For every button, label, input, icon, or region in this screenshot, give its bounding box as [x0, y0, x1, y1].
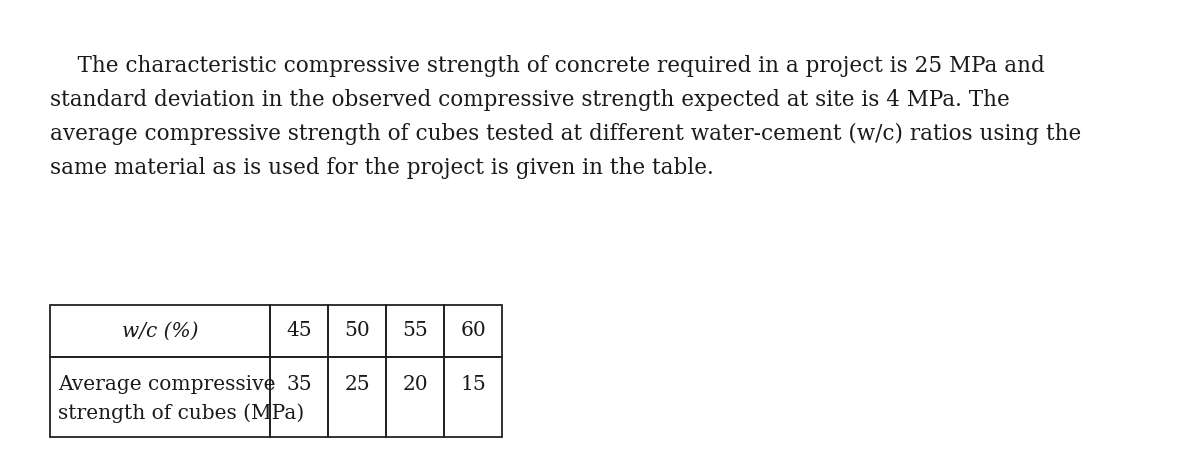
Text: The characteristic compressive strength of concrete required in a project is 25 : The characteristic compressive strength …: [50, 55, 1045, 77]
Text: average compressive strength of cubes tested at different water-cement (w/c) rat: average compressive strength of cubes te…: [50, 123, 1081, 145]
Text: 60: 60: [460, 321, 486, 340]
Text: 35: 35: [286, 375, 312, 394]
Text: strength of cubes (MPa): strength of cubes (MPa): [58, 403, 305, 423]
Text: standard deviation in the observed compressive strength expected at site is 4 MP: standard deviation in the observed compr…: [50, 89, 1009, 111]
Bar: [386, 357, 444, 437]
Bar: [50, 305, 270, 357]
Bar: [50, 357, 270, 437]
Text: 55: 55: [402, 321, 428, 340]
Text: 25: 25: [344, 375, 370, 394]
Text: 50: 50: [344, 321, 370, 340]
Text: Average compressive: Average compressive: [58, 375, 276, 394]
Bar: [328, 357, 386, 437]
Bar: [386, 305, 444, 357]
Bar: [444, 357, 502, 437]
Text: w/c (%): w/c (%): [121, 321, 198, 340]
Bar: [270, 305, 328, 357]
Bar: [328, 305, 386, 357]
Text: 15: 15: [460, 375, 486, 394]
Text: 45: 45: [286, 321, 312, 340]
Text: 20: 20: [402, 375, 428, 394]
Text: same material as is used for the project is given in the table.: same material as is used for the project…: [50, 157, 714, 179]
Bar: [444, 305, 502, 357]
Bar: [270, 357, 328, 437]
